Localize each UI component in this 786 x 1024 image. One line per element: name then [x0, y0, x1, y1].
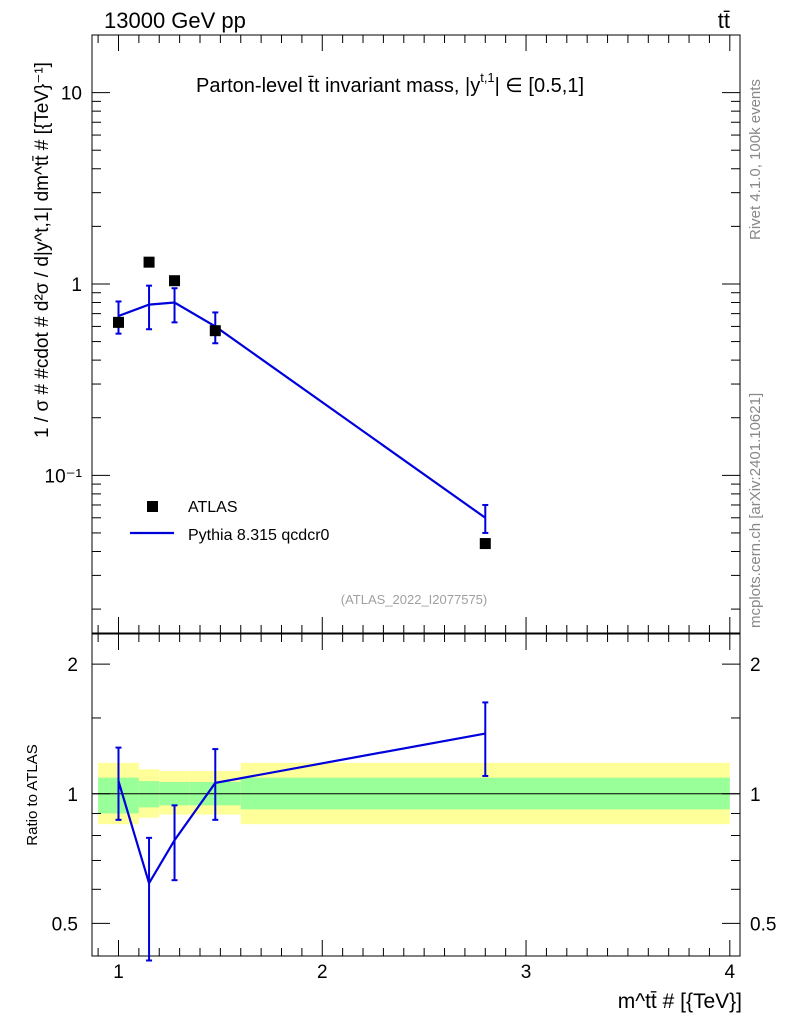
ratio-y-axis-label: Ratio to ATLAS — [24, 744, 41, 845]
main-y-axis-label: 1 / σ # #cdot # d²σ / d|y^t,1| dm^tt̄ # … — [32, 62, 53, 438]
main-plot-title: Parton-level t̄t invariant mass, |yt,1| … — [196, 70, 584, 97]
x-tick-label: 3 — [521, 962, 532, 983]
x-axis-ticks: 1 2 3 4 — [97, 35, 736, 983]
x-axis-label: m^tt̄ # [{TeV}] — [618, 990, 742, 1013]
data-point — [479, 538, 491, 550]
ratio-plot-frame — [91, 633, 741, 957]
ratio-y-tick-label: 0.5 — [52, 914, 78, 935]
x-tick-label: 4 — [725, 962, 736, 983]
mcplots-label: mcplots.cern.ch [arXiv:2401.10621] — [747, 393, 764, 628]
main-y-tick-label: 10 — [61, 84, 82, 105]
main-title-superscript: t,1 — [480, 70, 494, 85]
main-plot-marks — [112, 256, 491, 550]
ratio-y-tick-label-right: 0.5 — [750, 914, 776, 935]
data-point — [169, 275, 181, 287]
energy-label: 13000 GeV pp — [104, 8, 246, 33]
legend-data-label: ATLAS — [188, 499, 238, 516]
process-label: tt̄ — [718, 8, 730, 33]
ratio-y-tick-label-right: 2 — [750, 655, 761, 676]
rivet-version-label: Rivet 4.1.0, 100k events — [747, 79, 764, 240]
data-point — [112, 316, 124, 328]
data-point — [209, 325, 221, 337]
main-title-main: Parton-level t̄t invariant mass, |y — [196, 75, 480, 97]
x-tick-label: 2 — [317, 962, 328, 983]
ratio-uncertainty-bands — [92, 762, 740, 825]
main-plot-frame — [91, 34, 741, 634]
main-y-ticks: 10 1 10⁻¹ — [45, 34, 740, 610]
x-tick-label: 1 — [113, 962, 124, 983]
legend-mc-label: Pythia 8.315 qcdcr0 — [188, 527, 330, 544]
main-y-tick-label: 10⁻¹ — [45, 466, 83, 487]
main-title-suffix: | ∈ [0.5,1] — [495, 75, 584, 97]
mc-line — [118, 301, 486, 519]
ratio-y-tick-label-right: 1 — [750, 785, 761, 806]
analysis-watermark: (ATLAS_2022_I2077575) — [341, 592, 487, 607]
data-point — [143, 256, 155, 268]
ratio-y-tick-label: 2 — [67, 655, 78, 676]
ratio-y-tick-label: 1 — [67, 785, 78, 806]
legend-data-marker — [147, 501, 158, 512]
ratio-plot-marks — [115, 701, 489, 962]
ratio-y-ticks: 2 2 1 1 0.5 0.5 — [52, 655, 777, 935]
main-y-tick-label: 1 — [71, 275, 82, 296]
